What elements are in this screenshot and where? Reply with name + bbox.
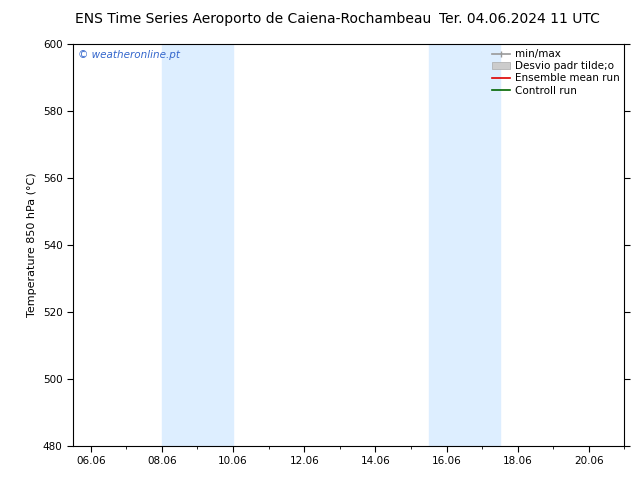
Y-axis label: Temperature 850 hPa (°C): Temperature 850 hPa (°C) — [27, 172, 37, 318]
Text: © weatheronline.pt: © weatheronline.pt — [79, 50, 181, 60]
Legend: min/max, Desvio padr tilde;o, Ensemble mean run, Controll run: min/max, Desvio padr tilde;o, Ensemble m… — [488, 46, 623, 98]
Text: Ter. 04.06.2024 11 UTC: Ter. 04.06.2024 11 UTC — [439, 12, 600, 26]
Text: ENS Time Series Aeroporto de Caiena-Rochambeau: ENS Time Series Aeroporto de Caiena-Roch… — [75, 12, 432, 26]
Bar — [162, 44, 233, 446]
Bar — [429, 44, 500, 446]
